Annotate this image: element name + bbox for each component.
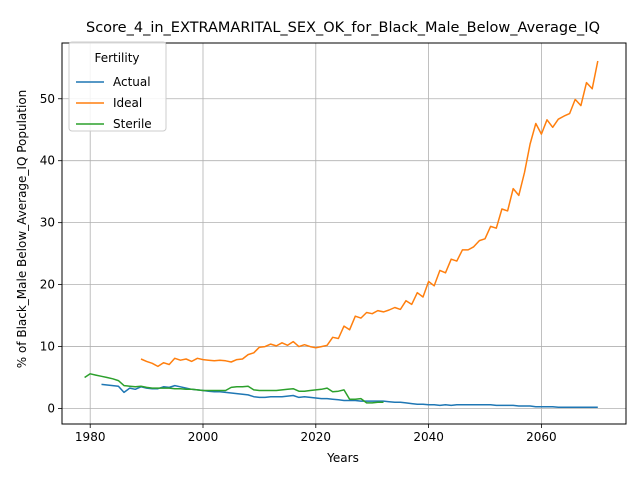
plot-frame [61, 42, 627, 425]
x-tick-label: 2060 [526, 430, 557, 444]
legend-label-actual: Actual [113, 75, 151, 89]
series-line-actual [101, 383, 598, 409]
x-axis-ticks: 1980 2000 2020 2040 2060 [75, 424, 557, 444]
y-tick-label: 20 [40, 278, 55, 292]
y-axis-ticks: 0 10 20 30 40 50 [40, 92, 62, 416]
legend: Fertility Actual Ideal Sterile [68, 41, 167, 132]
legend-label-ideal: Ideal [113, 96, 142, 110]
x-tick-label: 2000 [188, 430, 219, 444]
legend-label-sterile: Sterile [113, 117, 152, 131]
x-tick-label: 1980 [75, 430, 106, 444]
y-tick-label: 0 [47, 402, 55, 416]
series-lines [84, 60, 599, 409]
x-axis-label: Years [326, 451, 359, 465]
y-tick-label: 50 [40, 92, 55, 106]
legend-title: Fertility [94, 51, 139, 65]
x-tick-label: 2040 [413, 430, 444, 444]
x-tick-label: 2020 [301, 430, 332, 444]
y-tick-label: 30 [40, 216, 55, 230]
chart-title: Score_4_in_EXTRAMARITAL_SEX_OK_for_Black… [86, 20, 600, 36]
series-line-sterile [84, 373, 384, 404]
legend-box [68, 41, 167, 132]
legend-entries: Actual Ideal Sterile [76, 75, 152, 131]
y-tick-label: 10 [40, 340, 55, 354]
series-line-ideal [140, 60, 599, 368]
y-tick-label: 40 [40, 154, 55, 168]
y-axis-label: % of Black_Male Below_Average_IQ Populat… [15, 90, 29, 369]
